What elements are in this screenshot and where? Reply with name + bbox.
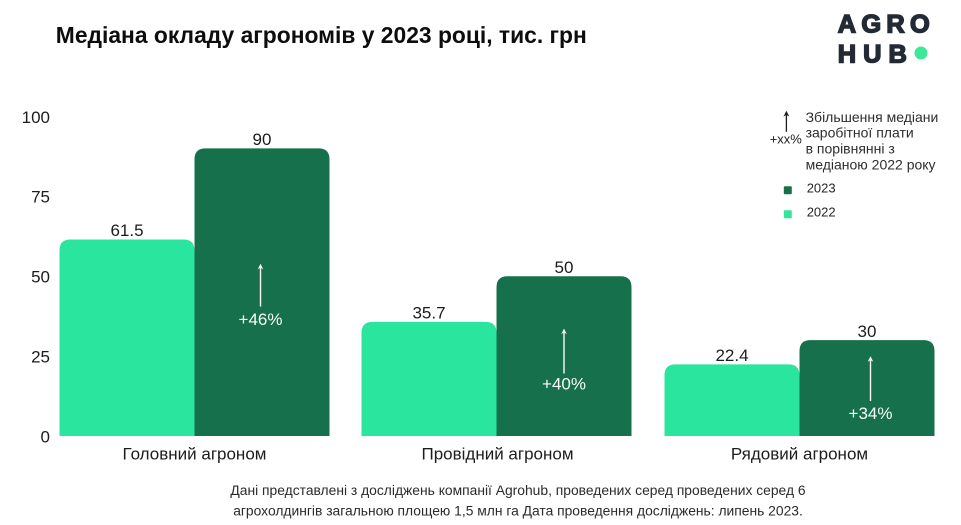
svg-text:50: 50 xyxy=(555,258,574,277)
svg-text:100: 100 xyxy=(22,108,50,127)
svg-text:в порівнянні з: в порівнянні з xyxy=(806,141,895,157)
svg-text:22.4: 22.4 xyxy=(715,346,748,365)
svg-text:50: 50 xyxy=(31,268,50,287)
svg-text:Рядовий агроном: Рядовий агроном xyxy=(731,444,868,463)
svg-text:Збільшення медіани: Збільшення медіани xyxy=(806,109,939,125)
svg-text:агрохолдингів загальною площею: агрохолдингів загальною площею 1,5 млн г… xyxy=(233,502,803,518)
svg-text:Провідний агроном: Провідний агроном xyxy=(421,444,573,463)
svg-text:90: 90 xyxy=(253,130,272,149)
svg-text:75: 75 xyxy=(31,188,50,207)
svg-text:медіаною 2022 року: медіаною 2022 року xyxy=(806,157,936,173)
svg-text:2022: 2022 xyxy=(807,204,836,219)
svg-text:35.7: 35.7 xyxy=(412,304,445,323)
svg-text:+40%: +40% xyxy=(542,375,586,394)
svg-text:HUB: HUB xyxy=(838,41,909,69)
svg-text:2023: 2023 xyxy=(807,180,836,195)
svg-text:0: 0 xyxy=(41,427,50,446)
svg-text:61.5: 61.5 xyxy=(110,221,143,240)
svg-text:Головний агроном: Головний агроном xyxy=(123,444,267,463)
svg-text:заробітної плати: заробітної плати xyxy=(806,125,914,141)
svg-text:+34%: +34% xyxy=(849,404,893,423)
svg-text:25: 25 xyxy=(31,348,50,367)
svg-text:Дані представлені з досліджень: Дані представлені з досліджень компанії … xyxy=(230,482,805,498)
svg-text:Медіана окладу агрономів у 202: Медіана окладу агрономів у 2023 році, ти… xyxy=(56,22,587,48)
svg-text:30: 30 xyxy=(858,322,877,341)
svg-text:+xx%: +xx% xyxy=(770,131,803,146)
svg-text:+46%: +46% xyxy=(239,310,283,329)
